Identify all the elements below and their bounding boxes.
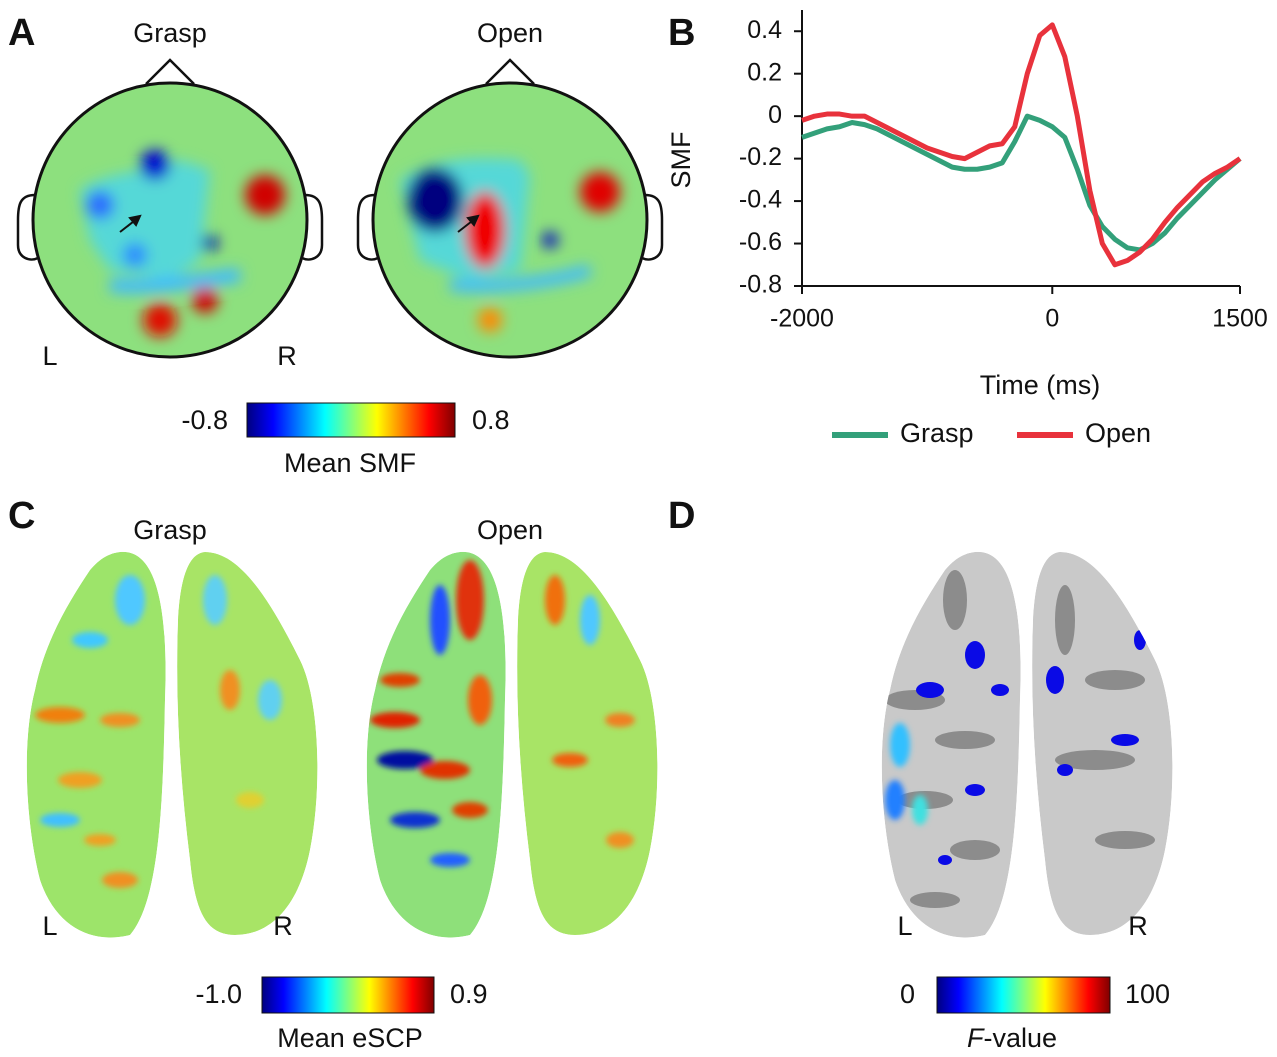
- side-label: L: [42, 911, 57, 941]
- brain-surface: [27, 552, 318, 938]
- line: [802, 116, 1240, 250]
- legend-label: Open: [1085, 418, 1151, 448]
- figure: A Grasp Open: [0, 0, 1277, 1057]
- map-title: Open: [477, 18, 543, 48]
- panel-label: B: [668, 12, 695, 54]
- brain-title: Grasp: [133, 515, 207, 545]
- x-tick-label: -2000: [770, 305, 834, 333]
- panel-label: A: [8, 12, 35, 54]
- side-label: R: [1128, 911, 1148, 941]
- panel-d: D L R 0 100: [668, 495, 1172, 1053]
- x-axis-label: Time (ms): [980, 370, 1100, 400]
- colorbar: [937, 977, 1110, 1013]
- brain-surface: [367, 552, 658, 938]
- side-label: R: [273, 911, 293, 941]
- colorbar-label: Mean SMF: [284, 448, 416, 478]
- y-tick-label: -0.8: [739, 271, 782, 299]
- x-tick-label: 0: [1045, 305, 1059, 333]
- panel-label: D: [668, 495, 695, 537]
- y-axis-label: SMF: [666, 132, 696, 189]
- side-label: R: [277, 341, 297, 371]
- line: [802, 25, 1240, 265]
- legend-label: Grasp: [900, 418, 974, 448]
- colorbar-max: 0.9: [450, 979, 488, 1009]
- colorbar-label-italic: F: [967, 1023, 985, 1053]
- x-tick-label: 1500: [1212, 305, 1268, 333]
- colorbar-max: 100: [1125, 979, 1170, 1009]
- colorbar-label: Mean eSCP: [277, 1023, 423, 1053]
- panel-b: B SMF Time (ms) -0.8 -0.6 -0.4 -0.2 0 0.2 0.4 -…: [666, 10, 1268, 448]
- colorbar-label-rest: -value: [983, 1023, 1057, 1053]
- y-tick-label: -0.2: [739, 143, 782, 171]
- colorbar: [262, 977, 434, 1013]
- side-label: L: [897, 911, 912, 941]
- y-tick-label: -0.6: [739, 228, 782, 256]
- brain-surface: [882, 552, 1173, 938]
- colorbar-max: 0.8: [472, 405, 510, 435]
- y-tick-label: 0: [768, 101, 782, 129]
- colorbar: [247, 403, 455, 437]
- map-title: Grasp: [133, 18, 207, 48]
- panel-a: A Grasp Open: [8, 12, 662, 478]
- colorbar-min: 0: [900, 979, 915, 1009]
- brain-title: Open: [477, 515, 543, 545]
- panel-label: C: [8, 495, 35, 537]
- colorbar-min: -1.0: [195, 979, 242, 1009]
- panel-c: C Grasp Open: [8, 495, 657, 1053]
- y-tick-label: -0.4: [739, 186, 782, 214]
- colorbar-min: -0.8: [181, 405, 228, 435]
- y-tick-label: 0.2: [747, 58, 782, 86]
- colorbar-label: F-value: [967, 1023, 1057, 1053]
- y-tick-label: 0.4: [747, 16, 782, 44]
- side-label: L: [42, 341, 57, 371]
